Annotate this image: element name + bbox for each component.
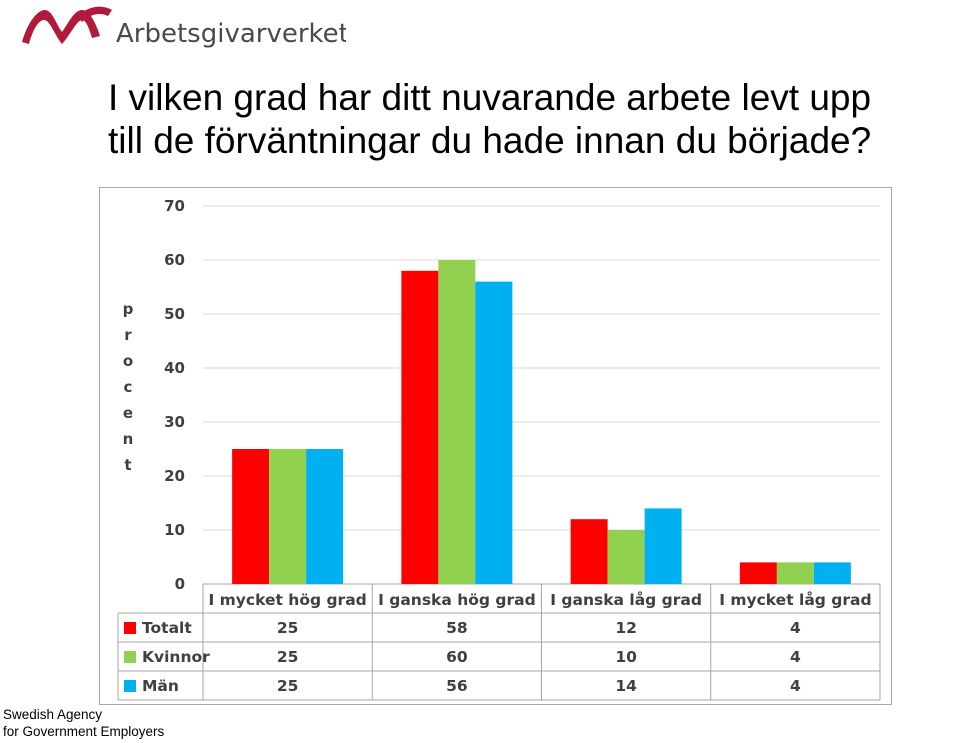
legend-swatch-kvinnor <box>124 651 136 663</box>
y-tick-label: 70 <box>164 197 185 215</box>
footer-line-1: Swedish Agency <box>3 707 103 722</box>
data-label: 25 <box>277 648 299 666</box>
bar-kvinnor-i-mycket-lag-grad <box>776 562 814 584</box>
arbetsgivarverket-logo: Arbetsgivarverket <box>22 6 346 49</box>
bar-kvinnor-i-ganska-hog-grad <box>438 260 476 584</box>
y-tick-label: 60 <box>164 251 185 269</box>
x-category-label: I ganska låg grad <box>550 590 702 609</box>
bar-man-i-ganska-lag-grad <box>644 508 682 584</box>
legend-label-man: Män <box>142 677 179 695</box>
bar-kvinnor-i-ganska-lag-grad <box>607 530 645 584</box>
y-tick-label: 40 <box>164 359 185 377</box>
bar-totalt-i-mycket-hog-grad <box>232 449 270 584</box>
bar-man-i-ganska-hog-grad <box>475 281 513 584</box>
chart-frame: 0 10 20 30 40 50 60 70 p r o c e n t I mycket hög grad I… <box>99 187 892 705</box>
bar-chart: 0 10 20 30 40 50 60 70 p r o c e n t I mycket hög grad I… <box>117 197 881 701</box>
logo-text: Arbetsgivarverket <box>116 19 346 49</box>
bar-man-i-mycket-hog-grad <box>306 449 344 584</box>
x-category-label: I mycket låg grad <box>719 590 871 609</box>
bar-totalt-i-mycket-lag-grad <box>739 562 777 584</box>
bar-totalt-i-ganska-lag-grad <box>570 519 608 584</box>
data-label: 4 <box>790 677 801 695</box>
y-tick-label: 50 <box>164 305 185 323</box>
footer-line-2: for Government Employers <box>3 724 165 739</box>
x-category-label: I ganska hög grad <box>378 591 536 609</box>
data-label: 25 <box>277 619 299 637</box>
bar-man-i-mycket-lag-grad <box>813 562 851 584</box>
bar-kvinnor-i-mycket-hog-grad <box>269 449 307 584</box>
bar-totalt-i-ganska-hog-grad <box>401 270 439 584</box>
data-label: 25 <box>277 677 299 695</box>
data-label: 14 <box>615 677 637 695</box>
page-title: I vilken grad har ditt nuvarande arbete … <box>108 76 958 162</box>
data-label: 4 <box>790 619 801 637</box>
data-label: 12 <box>615 619 637 637</box>
title-line-2: till de förväntningar du hade innan du b… <box>108 120 872 161</box>
data-label: 58 <box>446 619 468 637</box>
data-label: 10 <box>615 648 637 666</box>
legend-swatch-man <box>124 680 136 692</box>
title-line-1: I vilken grad har ditt nuvarande arbete … <box>108 77 872 118</box>
x-category-label: I mycket hög grad <box>208 591 366 609</box>
legend-label-kvinnor: Kvinnor <box>142 648 210 666</box>
footer: Swedish Agency for Government Employers <box>3 706 164 740</box>
y-tick-label: 20 <box>164 467 185 485</box>
data-label: 4 <box>790 648 801 666</box>
data-label: 56 <box>446 677 468 695</box>
legend-swatch-totalt <box>124 622 136 634</box>
data-label: 60 <box>446 648 468 666</box>
y-tick-label: 10 <box>164 521 185 539</box>
legend-label-totalt: Totalt <box>142 619 192 637</box>
y-tick-label: 30 <box>164 413 185 431</box>
y-tick-label: 0 <box>175 575 185 593</box>
